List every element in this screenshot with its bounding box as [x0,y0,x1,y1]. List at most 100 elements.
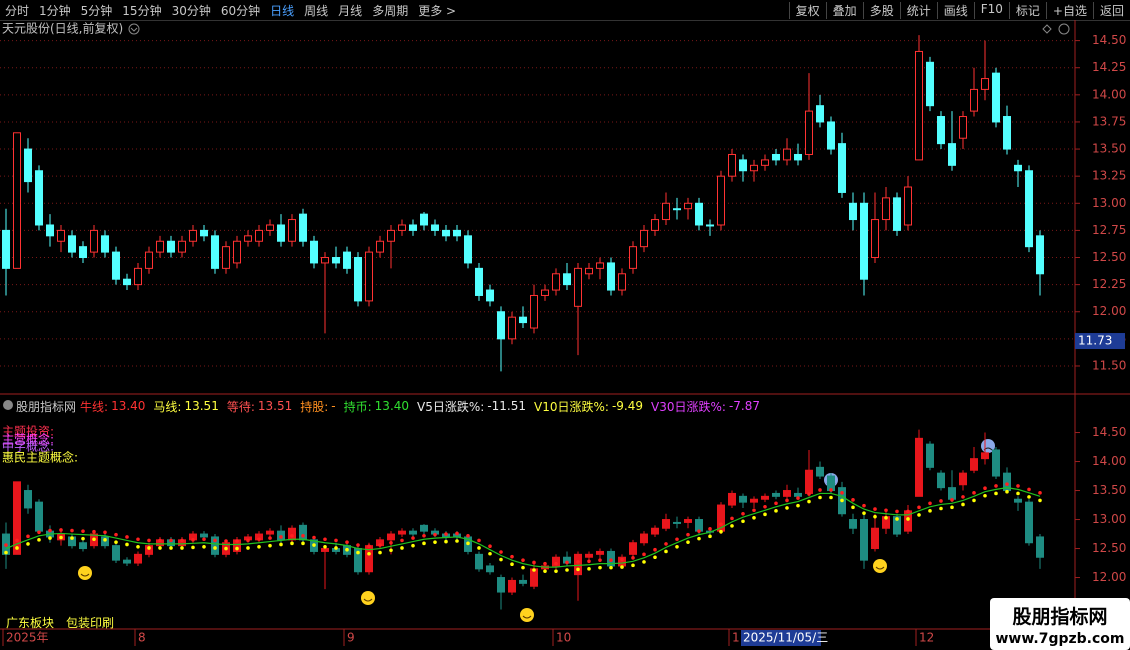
candle-body [673,521,681,524]
candle-body [244,235,252,242]
signal-dot [510,554,514,559]
candle-body [420,524,428,532]
period-tab[interactable]: 更多 > [418,3,457,18]
signal-dot [103,530,107,535]
indicator-value: -9.49 [611,399,644,413]
period-tab[interactable]: 日线 [270,3,295,18]
y-tick-label: 14.50 [1092,425,1126,439]
signal-dot [290,533,294,538]
signal-dot [70,536,74,540]
indicator-bar: 股朋指标网 牛线: 13.40 马线: 13.51 等待: 13.51 持股: - 持币: 13.4… [4,398,768,414]
signal-dot [1016,484,1020,488]
candle-body [640,533,648,544]
candle-body [684,202,692,210]
signal-dot [686,540,690,544]
tool-button[interactable]: F10 [973,1,1009,19]
period-tab[interactable]: 分时 [5,3,30,18]
candle-body [1003,116,1011,150]
dropdown-icon[interactable] [128,23,140,35]
ma-line [5,487,1041,568]
signal-dot [400,538,404,543]
candle-body [662,202,670,221]
candle-body [508,316,516,340]
signal-dot [4,550,8,555]
candle-body [948,487,956,500]
signal-dot [653,555,657,560]
candle-body [893,197,901,231]
candle-body [475,553,483,570]
signal-dot [587,559,591,564]
signal-dot [961,495,965,499]
period-tab[interactable]: 30分钟 [171,3,211,18]
candle-body [299,213,307,242]
candle-body [904,186,912,226]
indicator-value: 13.51 [257,399,293,413]
signal-dot [741,511,745,516]
tool-button[interactable]: 统计 [899,1,937,19]
signal-dot [455,539,459,543]
signal-dot [4,543,8,547]
candle-body [1025,170,1033,248]
signal-dot [378,550,382,555]
signal-dot [796,496,800,500]
candle-body [563,273,571,286]
cursor-date-box [741,630,821,646]
tool-button[interactable]: 画线 [936,1,974,19]
watermark-title: 股朋指标网 [1012,606,1108,628]
period-tab[interactable]: 月线 [338,3,363,18]
period-tab[interactable]: 多周期 [372,3,409,18]
signal-dot [257,545,261,549]
signal-dot [477,546,481,550]
candle-body [992,72,1000,123]
signal-dot [59,528,63,532]
dropdown-icon[interactable] [3,400,13,410]
period-tab[interactable]: 5分钟 [80,3,113,18]
indicator-name: 等待: [226,399,255,414]
candle-body [2,229,10,269]
candle-body [618,273,626,291]
candle-body [926,61,934,107]
signal-dot [92,529,96,534]
tool-button[interactable]: +自选 [1045,1,1093,19]
period-tab[interactable]: 15分钟 [122,3,162,18]
candle-body [860,202,868,280]
signal-dot [279,542,283,547]
tool-button[interactable]: 多股 [862,1,900,19]
signal-dot [37,530,41,535]
signal-dot [972,491,976,495]
candle-body [750,164,758,172]
signal-dot [906,517,910,521]
indicator-name: 马线: [153,399,182,414]
candle-body [673,208,681,211]
period-tab[interactable]: 周线 [304,3,329,18]
tool-button[interactable]: 复权 [788,1,826,19]
signal-dot [906,509,910,514]
tool-button[interactable]: 返回 [1092,1,1130,19]
signal-dot [719,522,723,526]
diamond-icon[interactable] [1042,24,1052,34]
signal-dot [356,550,360,555]
candle-body [211,536,219,555]
signal-dot [268,543,272,548]
signal-dot [477,538,481,543]
candle-body [596,550,604,555]
signal-dot [950,505,954,510]
candle-body [640,229,648,248]
signal-dot [279,535,283,539]
collapse-icon[interactable] [1058,23,1070,35]
signal-dot [433,540,437,544]
signal-dot [543,569,547,573]
period-tab[interactable]: 1分钟 [39,3,71,18]
period-tab[interactable]: 60分钟 [220,3,261,18]
tool-button[interactable]: 叠加 [825,1,863,19]
candle-body [684,519,692,523]
signal-dot [565,560,569,565]
tool-button[interactable]: 标记 [1008,1,1046,19]
signal-dot [389,540,393,545]
candle-body [387,229,395,242]
indicator-name: V10日涨跌%: [534,399,609,414]
signal-dot [961,502,965,507]
signal-dot [1038,498,1042,503]
candle-body [860,519,868,561]
y-tick-label: 12.00 [1092,304,1126,318]
